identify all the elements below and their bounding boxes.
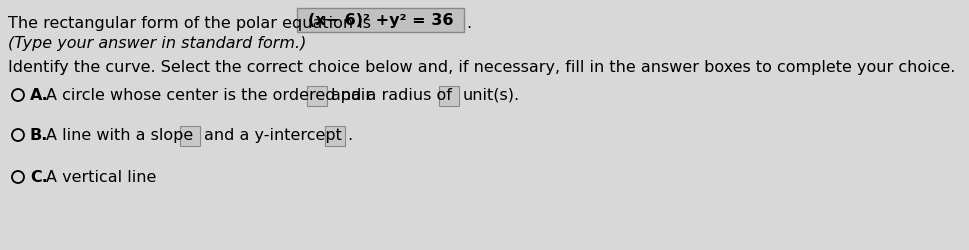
- Text: A circle whose center is the ordered pair: A circle whose center is the ordered pai…: [46, 88, 372, 102]
- Text: and a radius of: and a radius of: [331, 88, 452, 102]
- Text: (Type your answer in standard form.): (Type your answer in standard form.): [8, 36, 306, 51]
- FancyBboxPatch shape: [325, 126, 345, 146]
- Text: unit(s).: unit(s).: [463, 88, 520, 102]
- Text: .: .: [347, 128, 352, 142]
- Text: A line with a slope: A line with a slope: [46, 128, 193, 142]
- Text: Identify the curve. Select the correct choice below and, if necessary, fill in t: Identify the curve. Select the correct c…: [8, 60, 955, 75]
- FancyBboxPatch shape: [180, 126, 200, 146]
- Text: B.: B.: [30, 128, 48, 142]
- Text: and a y-intercept: and a y-intercept: [204, 128, 342, 142]
- Text: A vertical line: A vertical line: [46, 169, 156, 184]
- Text: C.: C.: [30, 169, 47, 184]
- Text: The rectangular form of the polar equation is: The rectangular form of the polar equati…: [8, 16, 376, 31]
- FancyBboxPatch shape: [297, 9, 464, 33]
- FancyBboxPatch shape: [307, 87, 327, 106]
- Text: .: .: [466, 16, 471, 31]
- FancyBboxPatch shape: [439, 87, 459, 106]
- Text: A.: A.: [30, 88, 48, 102]
- Text: (x− 6)² +y² = 36: (x− 6)² +y² = 36: [308, 14, 453, 28]
